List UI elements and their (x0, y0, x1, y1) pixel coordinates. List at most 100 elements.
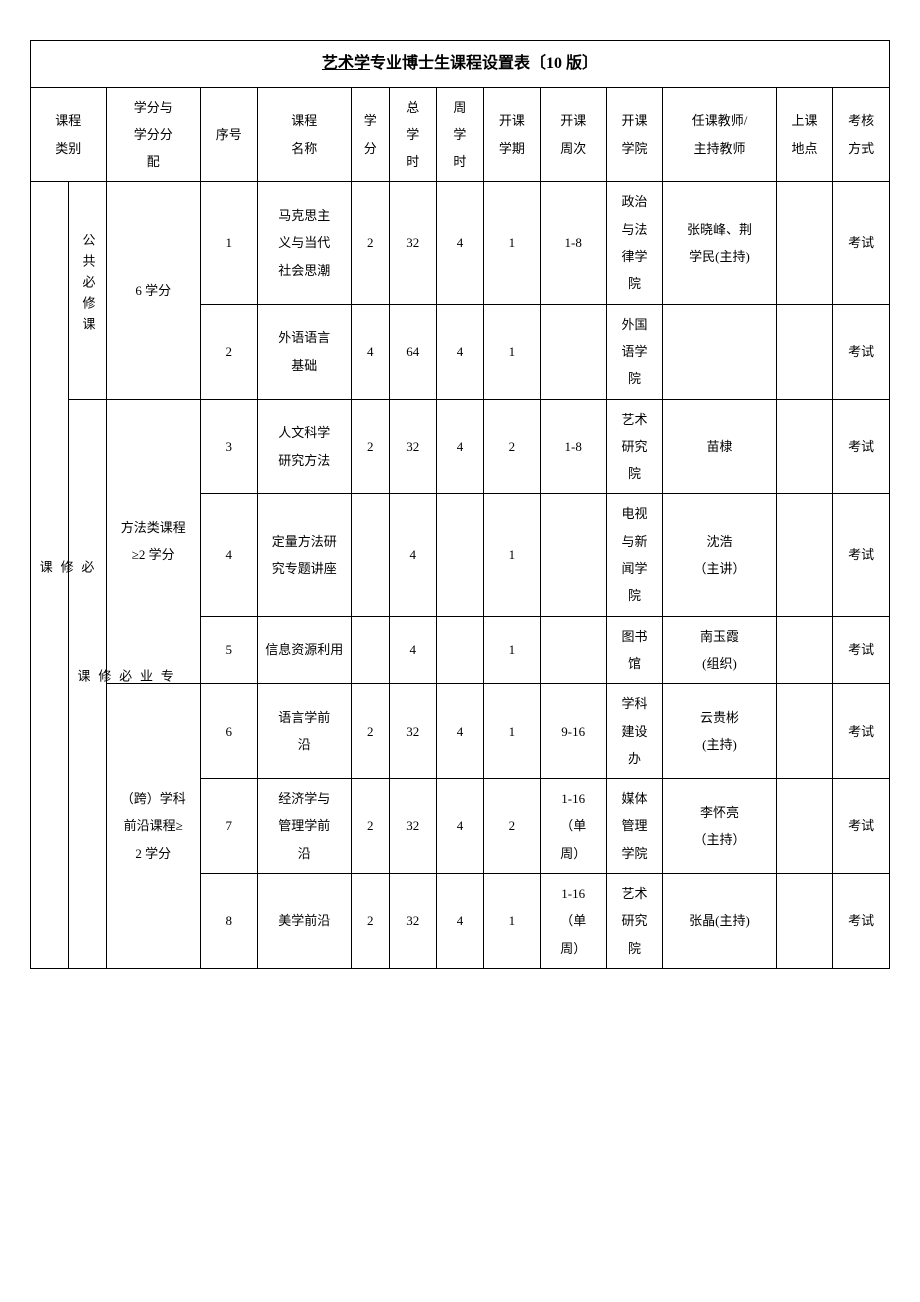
credit: 4 (351, 304, 389, 399)
exam: 考试 (833, 182, 890, 304)
weeks: 9-16 (540, 684, 606, 779)
weeks (540, 304, 606, 399)
loc (776, 399, 833, 494)
exam: 考试 (833, 874, 890, 969)
course: 外语语言基础 (257, 304, 351, 399)
exam: 考试 (833, 684, 890, 779)
week (436, 494, 483, 616)
total: 4 (389, 616, 436, 684)
school: 学科建设办 (606, 684, 663, 779)
hdr-seq: 序号 (200, 87, 257, 182)
seq: 2 (200, 304, 257, 399)
seq: 5 (200, 616, 257, 684)
course-row: （跨）学科前沿课程≥2 学分 6 语言学前沿 2 32 4 1 9-16 学科建… (31, 684, 890, 779)
total: 32 (389, 684, 436, 779)
hdr-cat: 课程类别 (31, 87, 107, 182)
week: 4 (436, 304, 483, 399)
hdr-alloc: 学分与学分分配 (106, 87, 200, 182)
weeks: 1-16（单周） (540, 779, 606, 874)
title-rest: 专业博士生课程设置表〔10 版〕 (370, 55, 598, 72)
sem: 1 (484, 616, 541, 684)
credit: 2 (351, 684, 389, 779)
week: 4 (436, 874, 483, 969)
total: 4 (389, 494, 436, 616)
course: 美学前沿 (257, 874, 351, 969)
week: 4 (436, 684, 483, 779)
school: 艺术研究院 (606, 874, 663, 969)
hdr-exam: 考核方式 (833, 87, 890, 182)
credit (351, 616, 389, 684)
seq: 3 (200, 399, 257, 494)
exam: 考试 (833, 779, 890, 874)
credit (351, 494, 389, 616)
loc (776, 182, 833, 304)
loc (776, 779, 833, 874)
hdr-week: 周学时 (436, 87, 483, 182)
teacher: 云贵彬(主持) (663, 684, 776, 779)
alloc-public: 6 学分 (106, 182, 200, 399)
teacher (663, 304, 776, 399)
teacher: 李怀亮（主持） (663, 779, 776, 874)
course-table: 艺术学专业博士生课程设置表〔10 版〕 课程类别 学分与学分分配 序号 课程名称… (30, 40, 890, 969)
course-row: 专业必修课 方法类课程≥2 学分 3 人文科学研究方法 2 32 4 2 1-8… (31, 399, 890, 494)
sem: 2 (484, 399, 541, 494)
weeks: 1-8 (540, 399, 606, 494)
hdr-course: 课程名称 (257, 87, 351, 182)
course: 经济学与管理学前沿 (257, 779, 351, 874)
exam: 考试 (833, 616, 890, 684)
supercat: 必修课 (31, 182, 69, 968)
alloc-method: 方法类课程≥2 学分 (106, 399, 200, 684)
sem: 1 (484, 874, 541, 969)
loc (776, 494, 833, 616)
course-row: 必修课 公共必修课 6 学分 1 马克思主义与当代社会思潮 2 32 4 1 1… (31, 182, 890, 304)
course: 人文科学研究方法 (257, 399, 351, 494)
hdr-total: 总学时 (389, 87, 436, 182)
header-row: 课程类别 学分与学分分配 序号 课程名称 学分 总学时 周学时 开课学期 开课周… (31, 87, 890, 182)
weeks (540, 494, 606, 616)
teacher: 沈浩（主讲） (663, 494, 776, 616)
school: 外国语学院 (606, 304, 663, 399)
seq: 6 (200, 684, 257, 779)
seq: 4 (200, 494, 257, 616)
subcat-major: 专业必修课 (68, 399, 106, 968)
total: 32 (389, 779, 436, 874)
loc (776, 874, 833, 969)
hdr-school: 开课学院 (606, 87, 663, 182)
teacher: 张晓峰、荆学民(主持) (663, 182, 776, 304)
hdr-weeks: 开课周次 (540, 87, 606, 182)
credit: 2 (351, 779, 389, 874)
title-underlined: 艺术学 (322, 55, 370, 72)
school: 政治与法律学院 (606, 182, 663, 304)
hdr-sem: 开课学期 (484, 87, 541, 182)
total: 32 (389, 182, 436, 304)
sem: 1 (484, 684, 541, 779)
loc (776, 616, 833, 684)
course: 信息资源利用 (257, 616, 351, 684)
exam: 考试 (833, 304, 890, 399)
exam: 考试 (833, 494, 890, 616)
sem: 1 (484, 494, 541, 616)
school: 艺术研究院 (606, 399, 663, 494)
total: 64 (389, 304, 436, 399)
weeks: 1-16（单周） (540, 874, 606, 969)
seq: 7 (200, 779, 257, 874)
week (436, 616, 483, 684)
total: 32 (389, 399, 436, 494)
school: 电视与新闻学院 (606, 494, 663, 616)
teacher: 苗棣 (663, 399, 776, 494)
subcat-public: 公共必修课 (68, 182, 106, 399)
table-title: 艺术学专业博士生课程设置表〔10 版〕 (31, 41, 890, 88)
credit: 2 (351, 182, 389, 304)
loc (776, 304, 833, 399)
hdr-teacher: 任课教师/主持教师 (663, 87, 776, 182)
credit: 2 (351, 874, 389, 969)
seq: 1 (200, 182, 257, 304)
week: 4 (436, 779, 483, 874)
course: 语言学前沿 (257, 684, 351, 779)
weeks: 1-8 (540, 182, 606, 304)
weeks (540, 616, 606, 684)
sem: 2 (484, 779, 541, 874)
school: 图书馆 (606, 616, 663, 684)
credit: 2 (351, 399, 389, 494)
hdr-loc: 上课地点 (776, 87, 833, 182)
